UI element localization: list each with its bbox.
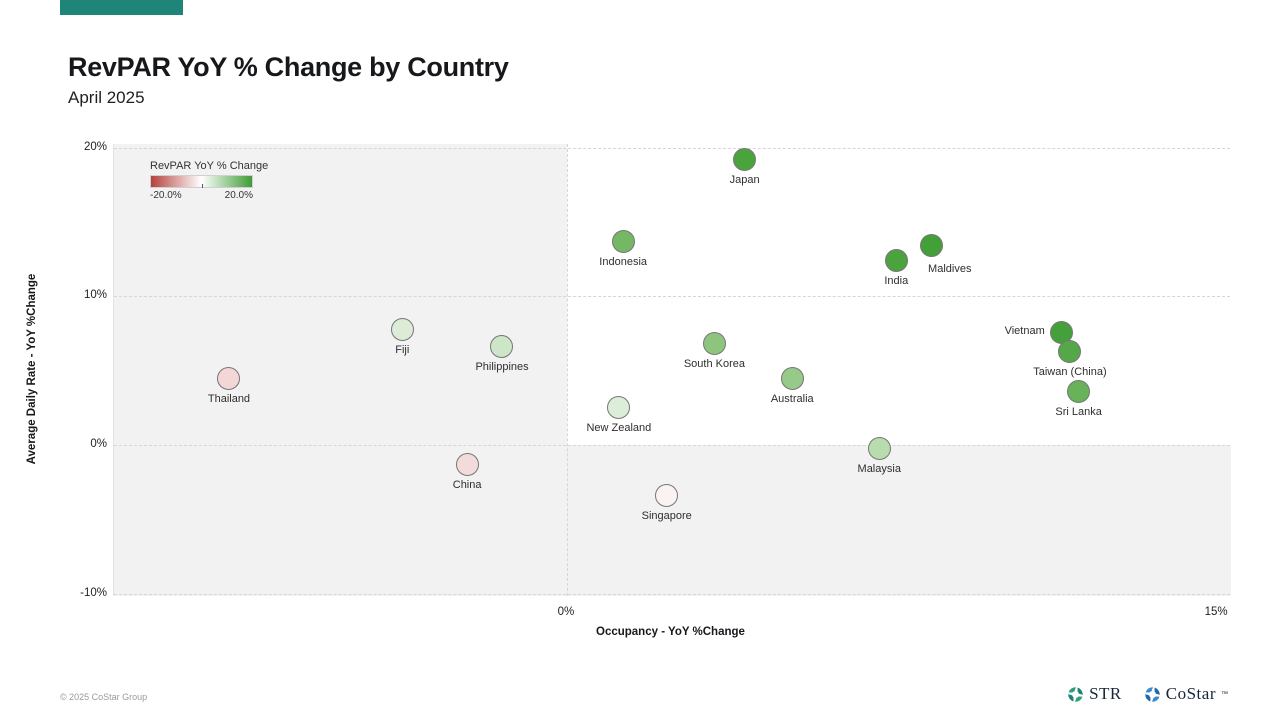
str-pinwheel-icon xyxy=(1068,686,1083,702)
x-tick-label: 15% xyxy=(1204,606,1228,618)
point-label: Indonesia xyxy=(599,255,648,268)
scatter-point-india[interactable] xyxy=(884,249,908,273)
copyright-text: © 2025 CoStar Group xyxy=(60,692,148,702)
y-axis-title: Average Daily Rate - YoY %Change xyxy=(26,273,38,465)
gridline-y-0 xyxy=(114,445,1230,447)
gridline-y-10 xyxy=(114,296,1230,298)
scatter-plot: Japan Indonesia India Maldives Fiji Philippin… xyxy=(113,144,1231,596)
scatter-point-maldives[interactable] xyxy=(919,234,943,258)
point-label: Japan xyxy=(729,174,760,187)
scatter-point-fiji[interactable] xyxy=(390,317,414,341)
point-label: China xyxy=(452,478,482,491)
gridline-y-20 xyxy=(114,147,1230,149)
scatter-point-south-korea[interactable] xyxy=(702,332,726,356)
color-legend: RevPAR YoY % Change -20.0% 20.0% xyxy=(150,160,269,201)
point-label: Singapore xyxy=(641,510,692,523)
point-label: Australia xyxy=(770,392,814,405)
point-label: Philippines xyxy=(475,361,529,374)
point-label: India xyxy=(884,275,909,288)
y-tick-label: 10% xyxy=(83,289,107,302)
costar-logo: CoStar ™ xyxy=(1144,684,1228,704)
point-label: Vietnam xyxy=(1004,325,1045,338)
str-logo: STR xyxy=(1067,684,1122,704)
footer-logos: STR CoStar ™ xyxy=(1067,684,1228,704)
y-tick-label: 0% xyxy=(90,438,107,451)
scatter-point-sri-lanka[interactable] xyxy=(1066,380,1090,404)
color-legend-max-label: 20.0% xyxy=(224,190,253,201)
gridline-y--10 xyxy=(114,593,1230,595)
point-label: Fiji xyxy=(395,343,410,356)
scatter-point-malaysia[interactable] xyxy=(867,436,891,460)
scatter-point-indonesia[interactable] xyxy=(611,229,635,253)
point-label: Sri Lanka xyxy=(1055,406,1102,419)
costar-pinwheel-icon xyxy=(1145,686,1160,702)
color-legend-gradient-bar xyxy=(150,175,253,188)
point-label: South Korea xyxy=(683,358,745,371)
x-axis-title: Occupancy - YoY %Change xyxy=(596,626,745,638)
scatter-point-japan[interactable] xyxy=(733,148,757,172)
quadrant-shade-left xyxy=(114,144,567,446)
y-tick-label: 20% xyxy=(83,140,107,153)
color-legend-mid-tick xyxy=(201,184,203,188)
scatter-point-philippines[interactable] xyxy=(490,335,514,359)
point-label: Maldives xyxy=(928,263,972,276)
costar-trademark: ™ xyxy=(1221,690,1228,698)
y-tick-label: -10% xyxy=(80,586,107,599)
scatter-point-thailand[interactable] xyxy=(217,366,241,390)
x-tick-label: 0% xyxy=(557,606,575,618)
scatter-point-china[interactable] xyxy=(455,452,479,476)
brand-accent-bar xyxy=(60,0,183,15)
quadrant-shade-bottom xyxy=(114,445,1231,596)
point-label: New Zealand xyxy=(586,422,652,435)
scatter-point-australia[interactable] xyxy=(780,366,804,390)
str-logo-text: STR xyxy=(1089,684,1122,703)
costar-logo-text: CoStar xyxy=(1165,684,1216,703)
chart-title: RevPAR YoY % Change by Country xyxy=(68,52,509,82)
scatter-point-new-zealand[interactable] xyxy=(607,396,631,420)
scatter-point-singapore[interactable] xyxy=(655,484,679,508)
gridline-x-0 xyxy=(566,144,568,596)
point-label: Taiwan (China) xyxy=(1033,365,1107,378)
color-legend-title: RevPAR YoY % Change xyxy=(150,160,269,172)
point-label: Malaysia xyxy=(857,462,901,475)
color-legend-min-label: -20.0% xyxy=(150,190,182,201)
point-label: Thailand xyxy=(207,392,251,405)
chart-subtitle: April 2025 xyxy=(68,88,145,107)
scatter-point-taiwan-china-[interactable] xyxy=(1058,339,1082,363)
